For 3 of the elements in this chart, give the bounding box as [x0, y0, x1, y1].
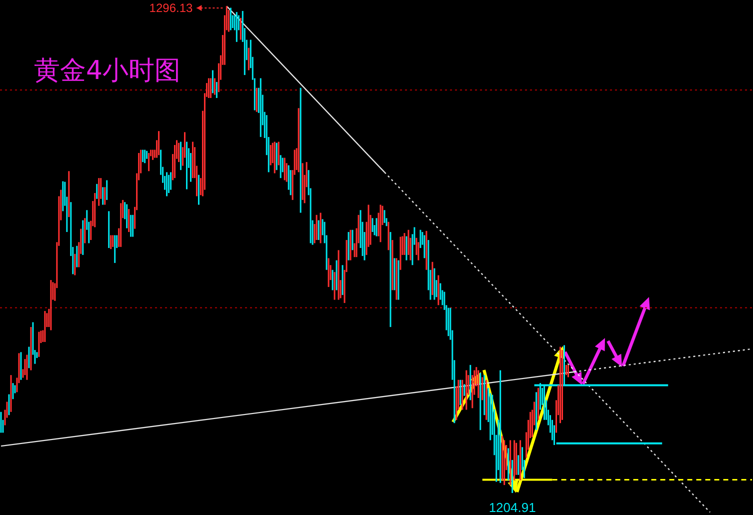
text: 1204.91 — [488, 500, 536, 515]
annotation: 1296.13 — [149, 1, 194, 15]
text: 黄金4小时图 — [34, 56, 181, 86]
